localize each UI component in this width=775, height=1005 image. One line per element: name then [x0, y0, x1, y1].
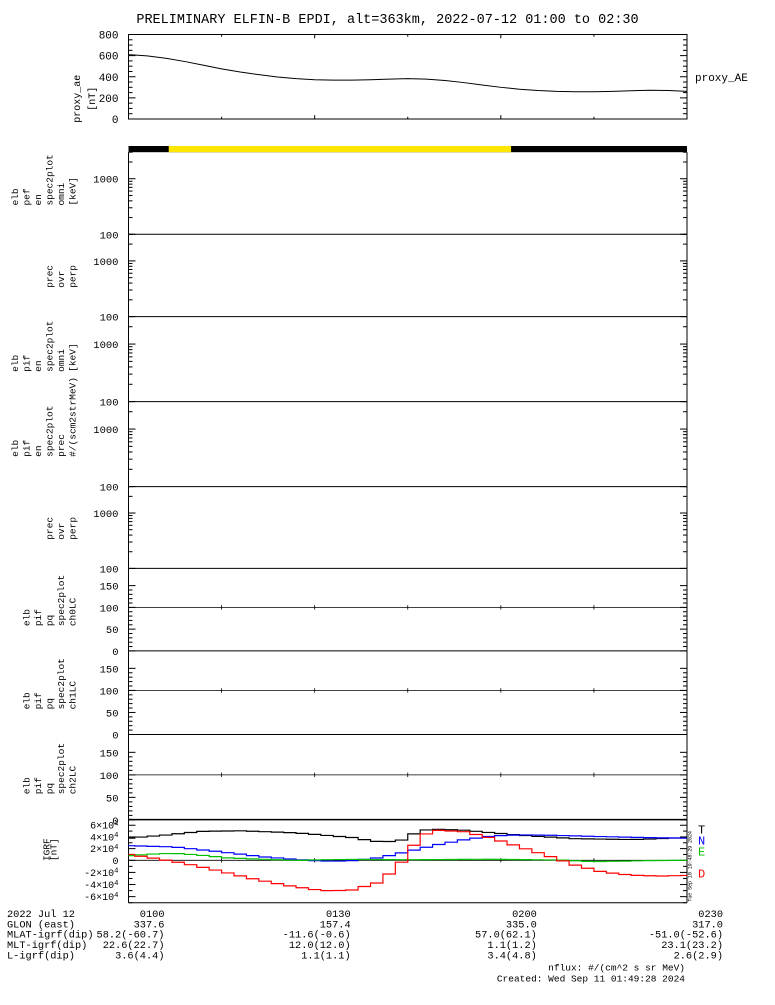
svg-text:elb: elb [10, 354, 21, 371]
svg-text:1000: 1000 [93, 257, 118, 269]
svg-text:50: 50 [106, 793, 119, 805]
svg-text:ch1LC: ch1LC [68, 681, 79, 710]
svg-text:100: 100 [100, 483, 119, 495]
svg-text:0: 0 [112, 731, 118, 743]
svg-text:Created: Wed Sep 11 01:49:28 2: Created: Wed Sep 11 01:49:28 2024 [497, 974, 685, 985]
svg-text:0: 0 [112, 115, 119, 127]
svg-text:pif: pif [22, 354, 33, 371]
svg-text:100: 100 [100, 230, 119, 242]
svg-text:E: E [698, 845, 705, 859]
svg-text:400: 400 [99, 73, 119, 85]
svg-text:[keV]: [keV] [68, 343, 79, 372]
svg-text:50: 50 [106, 708, 119, 720]
svg-text:[nT]: [nT] [87, 87, 99, 111]
svg-text:pif: pif [33, 777, 44, 794]
svg-text:ch2LC: ch2LC [68, 765, 79, 794]
svg-text:ovr: ovr [56, 271, 67, 288]
svg-text:prec: prec [45, 517, 56, 540]
svg-text:100: 100 [100, 313, 119, 325]
svg-text:3.4(4.8): 3.4(4.8) [487, 950, 536, 962]
svg-text:pif: pif [22, 439, 33, 456]
svg-text:en: en [33, 360, 44, 371]
svg-text:en: en [33, 445, 44, 456]
svg-text:spec2plot: spec2plot [56, 658, 67, 709]
svg-text:spec2plot: spec2plot [45, 406, 56, 457]
svg-text:elb: elb [10, 439, 21, 456]
svg-text:ch0LC: ch0LC [68, 597, 79, 626]
svg-text:[nT]: [nT] [49, 838, 60, 861]
svg-text:elb: elb [22, 692, 33, 709]
svg-text:1000: 1000 [93, 340, 118, 352]
svg-text:pq: pq [45, 698, 56, 709]
svg-text:3.6(4.4): 3.6(4.4) [115, 950, 164, 962]
svg-text:150: 150 [100, 582, 119, 594]
svg-text:100: 100 [100, 564, 119, 576]
svg-text:Tue Sep 10 19:48:29 2024: Tue Sep 10 19:48:29 2024 [688, 831, 694, 902]
svg-text:0: 0 [112, 647, 118, 659]
svg-text:#/(scm2strMeV): #/(scm2strMeV) [68, 377, 79, 457]
svg-text:prec: prec [45, 265, 56, 288]
svg-text:1.1(1.1): 1.1(1.1) [301, 950, 350, 962]
svg-text:prec: prec [56, 434, 67, 457]
svg-text:100: 100 [100, 603, 119, 615]
svg-text:proxy_ae: proxy_ae [73, 75, 84, 123]
svg-text:pq: pq [45, 783, 56, 794]
svg-text:0: 0 [112, 857, 118, 868]
svg-text:-6×104: -6×104 [84, 892, 118, 904]
svg-text:elb: elb [22, 609, 33, 626]
svg-text:100: 100 [100, 771, 119, 783]
svg-text:L-igrf(dip): L-igrf(dip) [7, 950, 75, 962]
svg-text:150: 150 [100, 664, 119, 676]
svg-text:pq: pq [45, 615, 56, 626]
svg-text:100: 100 [100, 686, 119, 698]
svg-text:1000: 1000 [93, 425, 118, 437]
svg-text:ovr: ovr [56, 523, 67, 540]
svg-text:200: 200 [99, 94, 119, 106]
svg-text:[keV]: [keV] [68, 177, 79, 206]
svg-text:elb: elb [10, 188, 21, 205]
svg-text:-2×104: -2×104 [84, 868, 118, 880]
svg-text:PRELIMINARY ELFIN-B EPDI, alt=: PRELIMINARY ELFIN-B EPDI, alt=363km, 202… [136, 13, 638, 28]
svg-text:800: 800 [99, 31, 119, 43]
svg-text:100: 100 [100, 398, 119, 410]
svg-text:spec2plot: spec2plot [56, 743, 67, 794]
svg-text:omni: omni [56, 182, 67, 205]
svg-text:nflux: #/(cm^2 s sr MeV): nflux: #/(cm^2 s sr MeV) [548, 963, 685, 974]
svg-text:2.6(2.9): 2.6(2.9) [674, 950, 723, 962]
svg-text:1000: 1000 [93, 175, 118, 187]
svg-text:proxy_AE: proxy_AE [695, 73, 748, 85]
svg-text:pif: pif [33, 692, 44, 709]
svg-text:spec2plot: spec2plot [45, 154, 56, 205]
svg-text:spec2plot: spec2plot [56, 575, 67, 626]
svg-text:spec2plot: spec2plot [45, 321, 56, 372]
svg-text:omni: omni [56, 349, 67, 372]
svg-text:pif: pif [33, 609, 44, 626]
svg-text:150: 150 [100, 748, 119, 760]
svg-text:perp: perp [68, 517, 79, 540]
svg-text:-4×104: -4×104 [84, 880, 118, 892]
svg-text:D: D [698, 867, 705, 881]
svg-text:pef: pef [22, 188, 33, 205]
svg-text:1000: 1000 [93, 509, 118, 521]
svg-text:en: en [33, 194, 44, 205]
svg-text:elb: elb [22, 777, 33, 794]
svg-text:perp: perp [68, 265, 79, 288]
svg-text:600: 600 [99, 52, 119, 64]
svg-text:50: 50 [106, 625, 119, 637]
